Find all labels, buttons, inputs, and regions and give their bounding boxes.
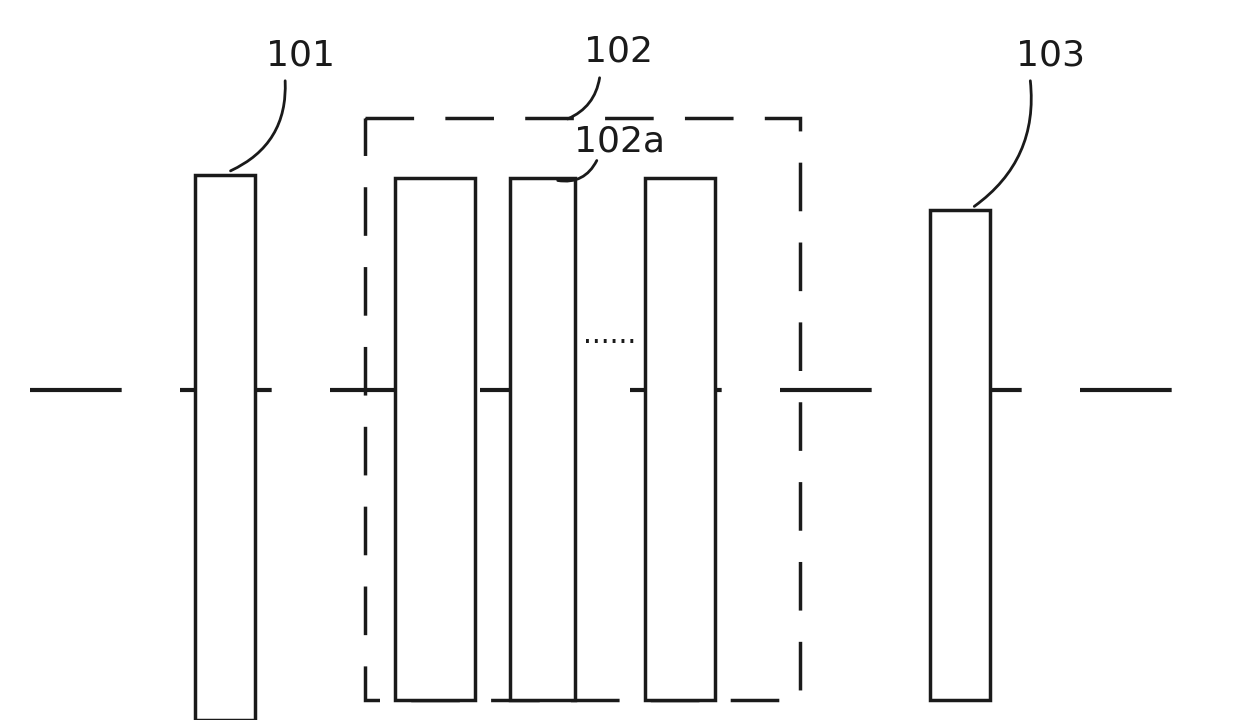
Bar — [195, 175, 255, 720]
Text: 102: 102 — [584, 35, 652, 69]
Text: 102a: 102a — [574, 125, 666, 159]
Bar — [396, 178, 475, 700]
Bar — [930, 210, 990, 700]
Bar — [645, 178, 715, 700]
Text: 101: 101 — [265, 38, 335, 72]
Text: 103: 103 — [1016, 38, 1085, 72]
Bar — [365, 118, 800, 700]
Bar — [510, 178, 575, 700]
Text: ......: ...... — [583, 321, 636, 349]
